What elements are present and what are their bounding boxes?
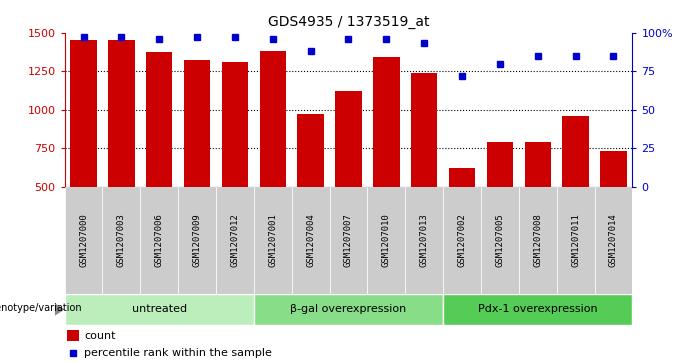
Text: untreated: untreated bbox=[132, 305, 187, 314]
Bar bbox=[65, 187, 103, 294]
Bar bbox=[65, 294, 254, 325]
Bar bbox=[443, 294, 632, 325]
Text: GSM1207003: GSM1207003 bbox=[117, 213, 126, 268]
Bar bbox=[443, 187, 481, 294]
Bar bbox=[146, 52, 173, 187]
Text: GSM1207013: GSM1207013 bbox=[420, 213, 428, 268]
Text: GSM1207004: GSM1207004 bbox=[306, 213, 315, 268]
Text: GSM1207001: GSM1207001 bbox=[269, 213, 277, 268]
Polygon shape bbox=[55, 303, 65, 315]
Bar bbox=[260, 51, 286, 187]
Bar bbox=[254, 294, 443, 325]
Bar bbox=[594, 187, 632, 294]
Text: GSM1207008: GSM1207008 bbox=[533, 213, 542, 268]
Bar bbox=[140, 187, 178, 294]
Bar bbox=[67, 330, 79, 341]
Text: GSM1207005: GSM1207005 bbox=[496, 213, 505, 268]
Text: GSM1207012: GSM1207012 bbox=[231, 213, 239, 268]
Bar bbox=[70, 40, 97, 187]
Text: GSM1207011: GSM1207011 bbox=[571, 213, 580, 268]
Bar bbox=[292, 187, 330, 294]
Bar bbox=[557, 187, 594, 294]
Bar bbox=[481, 187, 519, 294]
Text: GSM1207014: GSM1207014 bbox=[609, 213, 618, 268]
Bar bbox=[297, 114, 324, 187]
Bar bbox=[524, 142, 551, 187]
Text: Pdx-1 overexpression: Pdx-1 overexpression bbox=[478, 305, 598, 314]
Bar bbox=[254, 187, 292, 294]
Bar bbox=[335, 91, 362, 187]
Bar bbox=[103, 187, 140, 294]
Bar bbox=[373, 57, 400, 187]
Bar bbox=[367, 187, 405, 294]
Bar bbox=[330, 187, 367, 294]
Bar bbox=[411, 73, 437, 187]
Bar bbox=[519, 187, 557, 294]
Text: genotype/variation: genotype/variation bbox=[0, 303, 82, 313]
Title: GDS4935 / 1373519_at: GDS4935 / 1373519_at bbox=[268, 15, 429, 29]
Bar bbox=[178, 187, 216, 294]
Text: GSM1207010: GSM1207010 bbox=[382, 213, 391, 268]
Bar bbox=[216, 187, 254, 294]
Text: percentile rank within the sample: percentile rank within the sample bbox=[84, 348, 273, 359]
Bar bbox=[184, 60, 210, 187]
Bar bbox=[600, 151, 627, 187]
Bar bbox=[405, 187, 443, 294]
Bar bbox=[108, 40, 135, 187]
Text: GSM1207009: GSM1207009 bbox=[192, 213, 201, 268]
Bar bbox=[449, 168, 475, 187]
Bar bbox=[487, 142, 513, 187]
Text: GSM1207007: GSM1207007 bbox=[344, 213, 353, 268]
Bar bbox=[562, 116, 589, 187]
Text: GSM1207002: GSM1207002 bbox=[458, 213, 466, 268]
Text: GSM1207006: GSM1207006 bbox=[155, 213, 164, 268]
Bar bbox=[222, 62, 248, 187]
Text: count: count bbox=[84, 331, 116, 340]
Text: GSM1207000: GSM1207000 bbox=[79, 213, 88, 268]
Text: β-gal overexpression: β-gal overexpression bbox=[290, 305, 407, 314]
